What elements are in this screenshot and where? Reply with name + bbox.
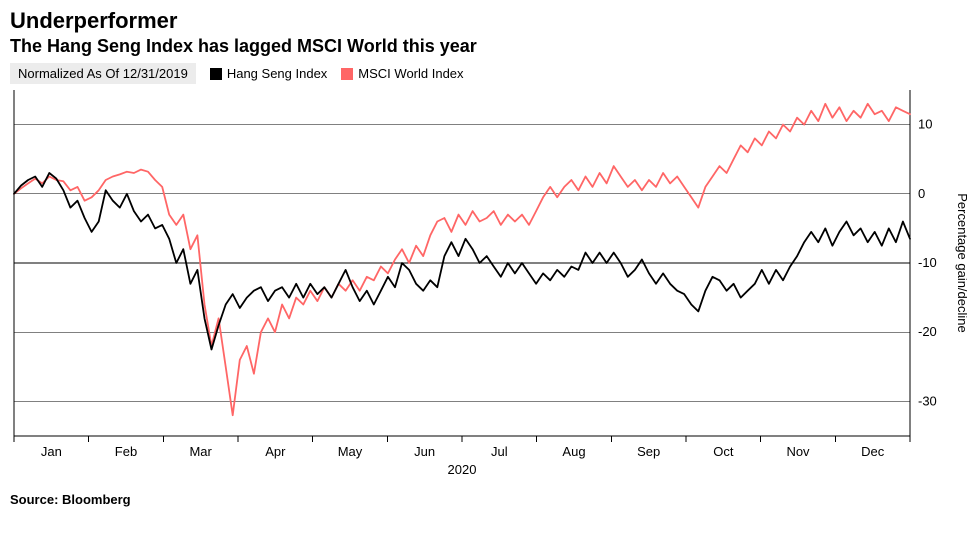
svg-text:2020: 2020 <box>448 462 477 477</box>
legend-label-hangseng: Hang Seng Index <box>227 66 327 81</box>
svg-text:Jun: Jun <box>414 444 435 459</box>
svg-text:0: 0 <box>918 186 925 201</box>
svg-text:Oct: Oct <box>713 444 734 459</box>
svg-text:Aug: Aug <box>562 444 585 459</box>
svg-text:May: May <box>338 444 363 459</box>
svg-text:Jul: Jul <box>491 444 508 459</box>
chart-svg: -30 -20 -10 0 10 Jan Feb Mar Apr May Jun Jul Aug Sep O… <box>10 86 967 486</box>
svg-text:Mar: Mar <box>189 444 212 459</box>
source-label: Source: Bloomberg <box>10 492 967 507</box>
svg-text:Sep: Sep <box>637 444 660 459</box>
legend-item-hangseng: Hang Seng Index <box>210 66 327 81</box>
legend-label-msci: MSCI World Index <box>358 66 463 81</box>
legend: Normalized As Of 12/31/2019 Hang Seng In… <box>10 63 967 84</box>
svg-text:Feb: Feb <box>115 444 137 459</box>
legend-swatch-hangseng <box>210 68 222 80</box>
svg-text:Nov: Nov <box>786 444 810 459</box>
legend-item-msci: MSCI World Index <box>341 66 463 81</box>
svg-text:-20: -20 <box>918 324 937 339</box>
svg-text:-30: -30 <box>918 393 937 408</box>
chart-area: -30 -20 -10 0 10 Jan Feb Mar Apr May Jun Jul Aug Sep O… <box>10 86 967 486</box>
legend-normalized: Normalized As Of 12/31/2019 <box>10 63 196 84</box>
legend-swatch-msci <box>341 68 353 80</box>
svg-text:Jan: Jan <box>41 444 62 459</box>
chart-title: Underperformer <box>10 8 967 34</box>
svg-text:Dec: Dec <box>861 444 885 459</box>
svg-text:Apr: Apr <box>265 444 286 459</box>
svg-text:10: 10 <box>918 117 932 132</box>
svg-text:-10: -10 <box>918 255 937 270</box>
chart-subtitle: The Hang Seng Index has lagged MSCI Worl… <box>10 36 967 57</box>
svg-text:Percentage gain/decline: Percentage gain/decline <box>955 193 967 333</box>
